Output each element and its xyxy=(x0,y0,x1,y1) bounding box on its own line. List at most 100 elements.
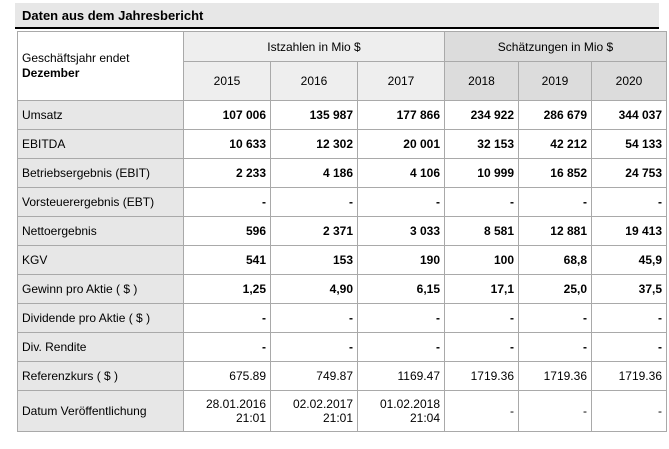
cell-value: 1169.47 xyxy=(357,361,445,391)
cell-value: 02.02.2017 21:01 xyxy=(270,390,358,432)
year-header-2017: 2017 xyxy=(357,61,445,101)
cell-value: 100 xyxy=(444,245,519,275)
cell-value: - xyxy=(518,303,592,333)
cell-value: 107 006 xyxy=(183,100,271,130)
cell-value: 749.87 xyxy=(270,361,358,391)
row-label: EBITDA xyxy=(17,129,184,159)
cell-value: 68,8 xyxy=(518,245,592,275)
cell-value: 190 xyxy=(357,245,445,275)
cell-value: 675.89 xyxy=(183,361,271,391)
cell-value: - xyxy=(444,332,519,362)
cell-value: 24 753 xyxy=(591,158,667,188)
cell-value: - xyxy=(183,187,271,217)
table-row-div-rendite: Div. Rendite - - - - - - xyxy=(17,332,667,362)
cell-value: - xyxy=(357,303,445,333)
cell-value: 177 866 xyxy=(357,100,445,130)
cell-value: 28.01.2016 21:01 xyxy=(183,390,271,432)
cell-value: 541 xyxy=(183,245,271,275)
row-label: Vorsteuerergebnis (EBT) xyxy=(17,187,184,217)
cell-value: 4 186 xyxy=(270,158,358,188)
cell-value: 286 679 xyxy=(518,100,592,130)
cell-value: 42 212 xyxy=(518,129,592,159)
row-label: KGV xyxy=(17,245,184,275)
cell-value: 2 233 xyxy=(183,158,271,188)
table-row-ebitda: EBITDA 10 633 12 302 20 001 32 153 42 21… xyxy=(17,129,667,159)
cell-value: 19 413 xyxy=(591,216,667,246)
row-label: Datum Veröffentlichung xyxy=(17,390,184,432)
cell-value: 3 033 xyxy=(357,216,445,246)
cell-value: - xyxy=(444,187,519,217)
cell-value: 1719.36 xyxy=(518,361,592,391)
cell-value: 12 881 xyxy=(518,216,592,246)
cell-value: 37,5 xyxy=(591,274,667,304)
table-row-dividende-pro-aktie: Dividende pro Aktie ( $ ) - - - - - - xyxy=(17,303,667,333)
year-header-2018: 2018 xyxy=(444,61,519,101)
cell-value: - xyxy=(444,303,519,333)
corner-line2: Dezember xyxy=(22,66,80,80)
cell-value: - xyxy=(444,390,519,432)
corner-header: Geschäftsjahr endet Dezember xyxy=(17,31,184,101)
table-row-datum-veroeffentlichung: Datum Veröffentlichung 28.01.2016 21:01 … xyxy=(17,390,667,432)
cell-value: - xyxy=(591,332,667,362)
table-row-referenzkurs: Referenzkurs ( $ ) 675.89 749.87 1169.47… xyxy=(17,361,667,391)
cell-value: - xyxy=(591,303,667,333)
year-header-2015: 2015 xyxy=(183,61,271,101)
cell-value: - xyxy=(183,303,271,333)
group-header-row: Geschäftsjahr endet Dezember Istzahlen i… xyxy=(17,31,667,101)
table-row-ebit: Betriebsergebnis (EBIT) 2 233 4 186 4 10… xyxy=(17,158,667,188)
cell-value: 344 037 xyxy=(591,100,667,130)
cell-value: 2 371 xyxy=(270,216,358,246)
cell-value: 16 852 xyxy=(518,158,592,188)
table-row-gewinn-pro-aktie: Gewinn pro Aktie ( $ ) 1,25 4,90 6,15 17… xyxy=(17,274,667,304)
row-label: Dividende pro Aktie ( $ ) xyxy=(17,303,184,333)
cell-value: 45,9 xyxy=(591,245,667,275)
cell-value: - xyxy=(591,390,667,432)
group-header-actuals: Istzahlen in Mio $ xyxy=(183,31,445,62)
cell-value: - xyxy=(518,332,592,362)
cell-value: 4 106 xyxy=(357,158,445,188)
cell-value: - xyxy=(357,332,445,362)
cell-value: 20 001 xyxy=(357,129,445,159)
row-label: Betriebsergebnis (EBIT) xyxy=(17,158,184,188)
row-label: Umsatz xyxy=(17,100,184,130)
cell-value: - xyxy=(591,187,667,217)
cell-value: - xyxy=(270,332,358,362)
annual-report-table: Geschäftsjahr endet Dezember Istzahlen i… xyxy=(17,31,667,432)
table-row-ebt: Vorsteuerergebnis (EBT) - - - - - - xyxy=(17,187,667,217)
corner-line1: Geschäftsjahr endet xyxy=(22,51,130,65)
cell-value: 10 999 xyxy=(444,158,519,188)
row-label: Referenzkurs ( $ ) xyxy=(17,361,184,391)
cell-value: 4,90 xyxy=(270,274,358,304)
cell-value: 17,1 xyxy=(444,274,519,304)
year-header-2020: 2020 xyxy=(591,61,667,101)
row-label: Gewinn pro Aktie ( $ ) xyxy=(17,274,184,304)
cell-value: 25,0 xyxy=(518,274,592,304)
year-header-2016: 2016 xyxy=(270,61,358,101)
page-title: Daten aus dem Jahresbericht xyxy=(15,3,659,29)
cell-value: 10 633 xyxy=(183,129,271,159)
cell-value: - xyxy=(357,187,445,217)
cell-value: 153 xyxy=(270,245,358,275)
cell-value: 32 153 xyxy=(444,129,519,159)
cell-value: 6,15 xyxy=(357,274,445,304)
cell-value: 8 581 xyxy=(444,216,519,246)
cell-value: 12 302 xyxy=(270,129,358,159)
cell-value: - xyxy=(518,187,592,217)
group-header-estimates: Schätzungen in Mio $ xyxy=(444,31,667,62)
cell-value: - xyxy=(518,390,592,432)
year-header-2019: 2019 xyxy=(518,61,592,101)
table-row-kgv: KGV 541 153 190 100 68,8 45,9 xyxy=(17,245,667,275)
cell-value: 135 987 xyxy=(270,100,358,130)
cell-value: 01.02.2018 21:04 xyxy=(357,390,445,432)
cell-value: 1719.36 xyxy=(591,361,667,391)
table-row-nettoergebnis: Nettoergebnis 596 2 371 3 033 8 581 12 8… xyxy=(17,216,667,246)
row-label: Nettoergebnis xyxy=(17,216,184,246)
cell-value: - xyxy=(183,332,271,362)
cell-value: 234 922 xyxy=(444,100,519,130)
cell-value: 1719.36 xyxy=(444,361,519,391)
table-row-umsatz: Umsatz 107 006 135 987 177 866 234 922 2… xyxy=(17,100,667,130)
cell-value: - xyxy=(270,303,358,333)
cell-value: 596 xyxy=(183,216,271,246)
year-header-row: 2015 2016 2017 2018 2019 2020 xyxy=(18,61,667,101)
row-label: Div. Rendite xyxy=(17,332,184,362)
